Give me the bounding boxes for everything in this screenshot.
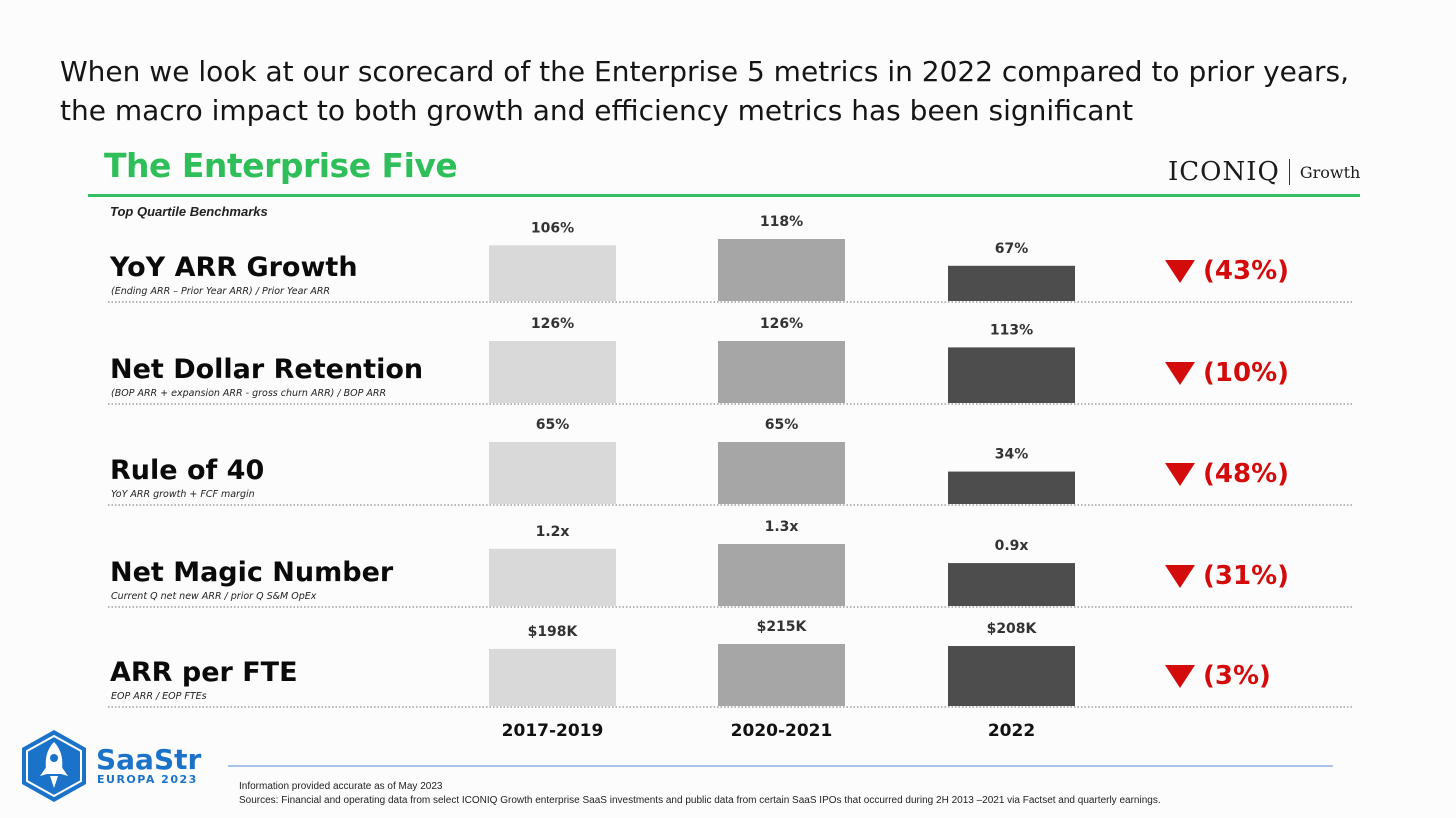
bar-label: 126% <box>531 316 574 332</box>
metric-formula: Current Q net new ARR / prior Q S&M OpEx <box>111 591 317 602</box>
bar <box>948 646 1075 706</box>
metric-name: Rule of 40 <box>110 455 264 486</box>
down-triangle-icon <box>1165 463 1195 486</box>
saastr-name: SaaStr <box>96 743 202 776</box>
bar <box>718 544 845 606</box>
bar-label: $198K <box>528 624 579 640</box>
headline-line-2: the macro impact to both growth and effi… <box>60 94 1134 127</box>
bar <box>489 442 616 504</box>
period-label: 2020-2021 <box>731 721 833 741</box>
metric-name: ARR per FTE <box>110 657 298 688</box>
bar-label: 65% <box>536 417 570 433</box>
bar <box>718 644 845 706</box>
metric-name: Net Magic Number <box>110 557 394 588</box>
benchmark-label: Top Quartile Benchmarks <box>110 204 268 219</box>
saastr-logo <box>20 728 196 808</box>
down-triangle-icon <box>1165 565 1195 588</box>
bar-label: 34% <box>995 447 1029 463</box>
bar <box>718 442 845 504</box>
iconiq-logo: ICONIQ Growth <box>1168 156 1360 188</box>
down-triangle-icon <box>1165 362 1195 385</box>
brand-name: ICONIQ <box>1168 157 1280 187</box>
down-triangle-icon <box>1165 260 1195 283</box>
saastr-sub: EUROPA 2023 <box>97 773 198 786</box>
metric-name: Net Dollar Retention <box>110 354 423 385</box>
bar <box>489 548 616 606</box>
rocket-icon <box>22 730 86 802</box>
title-rule <box>88 194 1360 197</box>
bar <box>489 341 616 403</box>
period-label: 2017-2019 <box>502 721 604 741</box>
bar-label: 1.3x <box>765 519 799 535</box>
bar <box>489 648 616 706</box>
down-triangle-icon <box>1165 665 1195 688</box>
bar <box>948 471 1075 504</box>
change-label: (48%) <box>1203 459 1289 489</box>
footnote-sources: Sources: Financial and operating data fr… <box>239 795 1161 806</box>
headline: When we look at our scorecard of the Ent… <box>60 52 1420 130</box>
bar <box>948 265 1075 301</box>
metric-formula: YoY ARR growth + FCF margin <box>111 489 255 500</box>
metric-name: YoY ARR Growth <box>109 252 358 283</box>
bar <box>718 341 845 403</box>
brand-sub: Growth <box>1299 162 1361 182</box>
bar <box>948 563 1075 606</box>
bar-label: 118% <box>760 214 803 230</box>
footer-rule <box>228 765 1333 767</box>
footnote-accuracy: Information provided accurate as of May … <box>239 781 443 792</box>
brand-separator <box>1288 159 1290 185</box>
bar <box>718 239 845 301</box>
bar-label: 106% <box>531 220 574 236</box>
change-label: (31%) <box>1203 561 1289 591</box>
bar <box>948 347 1075 403</box>
bar-label: 126% <box>760 316 803 332</box>
period-label: 2022 <box>988 721 1035 741</box>
headline-line-1: When we look at our scorecard of the Ent… <box>60 55 1350 88</box>
change-label: (43%) <box>1203 256 1289 286</box>
change-label: (3%) <box>1203 661 1271 691</box>
change-label: (10%) <box>1203 358 1289 388</box>
bar-label: $215K <box>757 619 808 635</box>
metric-formula: EOP ARR / EOP FTEs <box>111 691 207 702</box>
bar-label: 113% <box>990 322 1033 338</box>
metric-formula: (Ending ARR – Prior Year ARR) / Prior Ye… <box>111 286 330 297</box>
bar-label: 65% <box>765 417 799 433</box>
bar-label: 67% <box>995 241 1029 257</box>
bar <box>489 245 616 301</box>
bar-label: 0.9x <box>995 538 1029 554</box>
section-title: The Enterprise Five <box>104 146 458 185</box>
bar-label: 1.2x <box>536 524 570 540</box>
metric-formula: (BOP ARR + expansion ARR - gross churn A… <box>111 388 386 399</box>
bar-label: $208K <box>987 621 1038 637</box>
